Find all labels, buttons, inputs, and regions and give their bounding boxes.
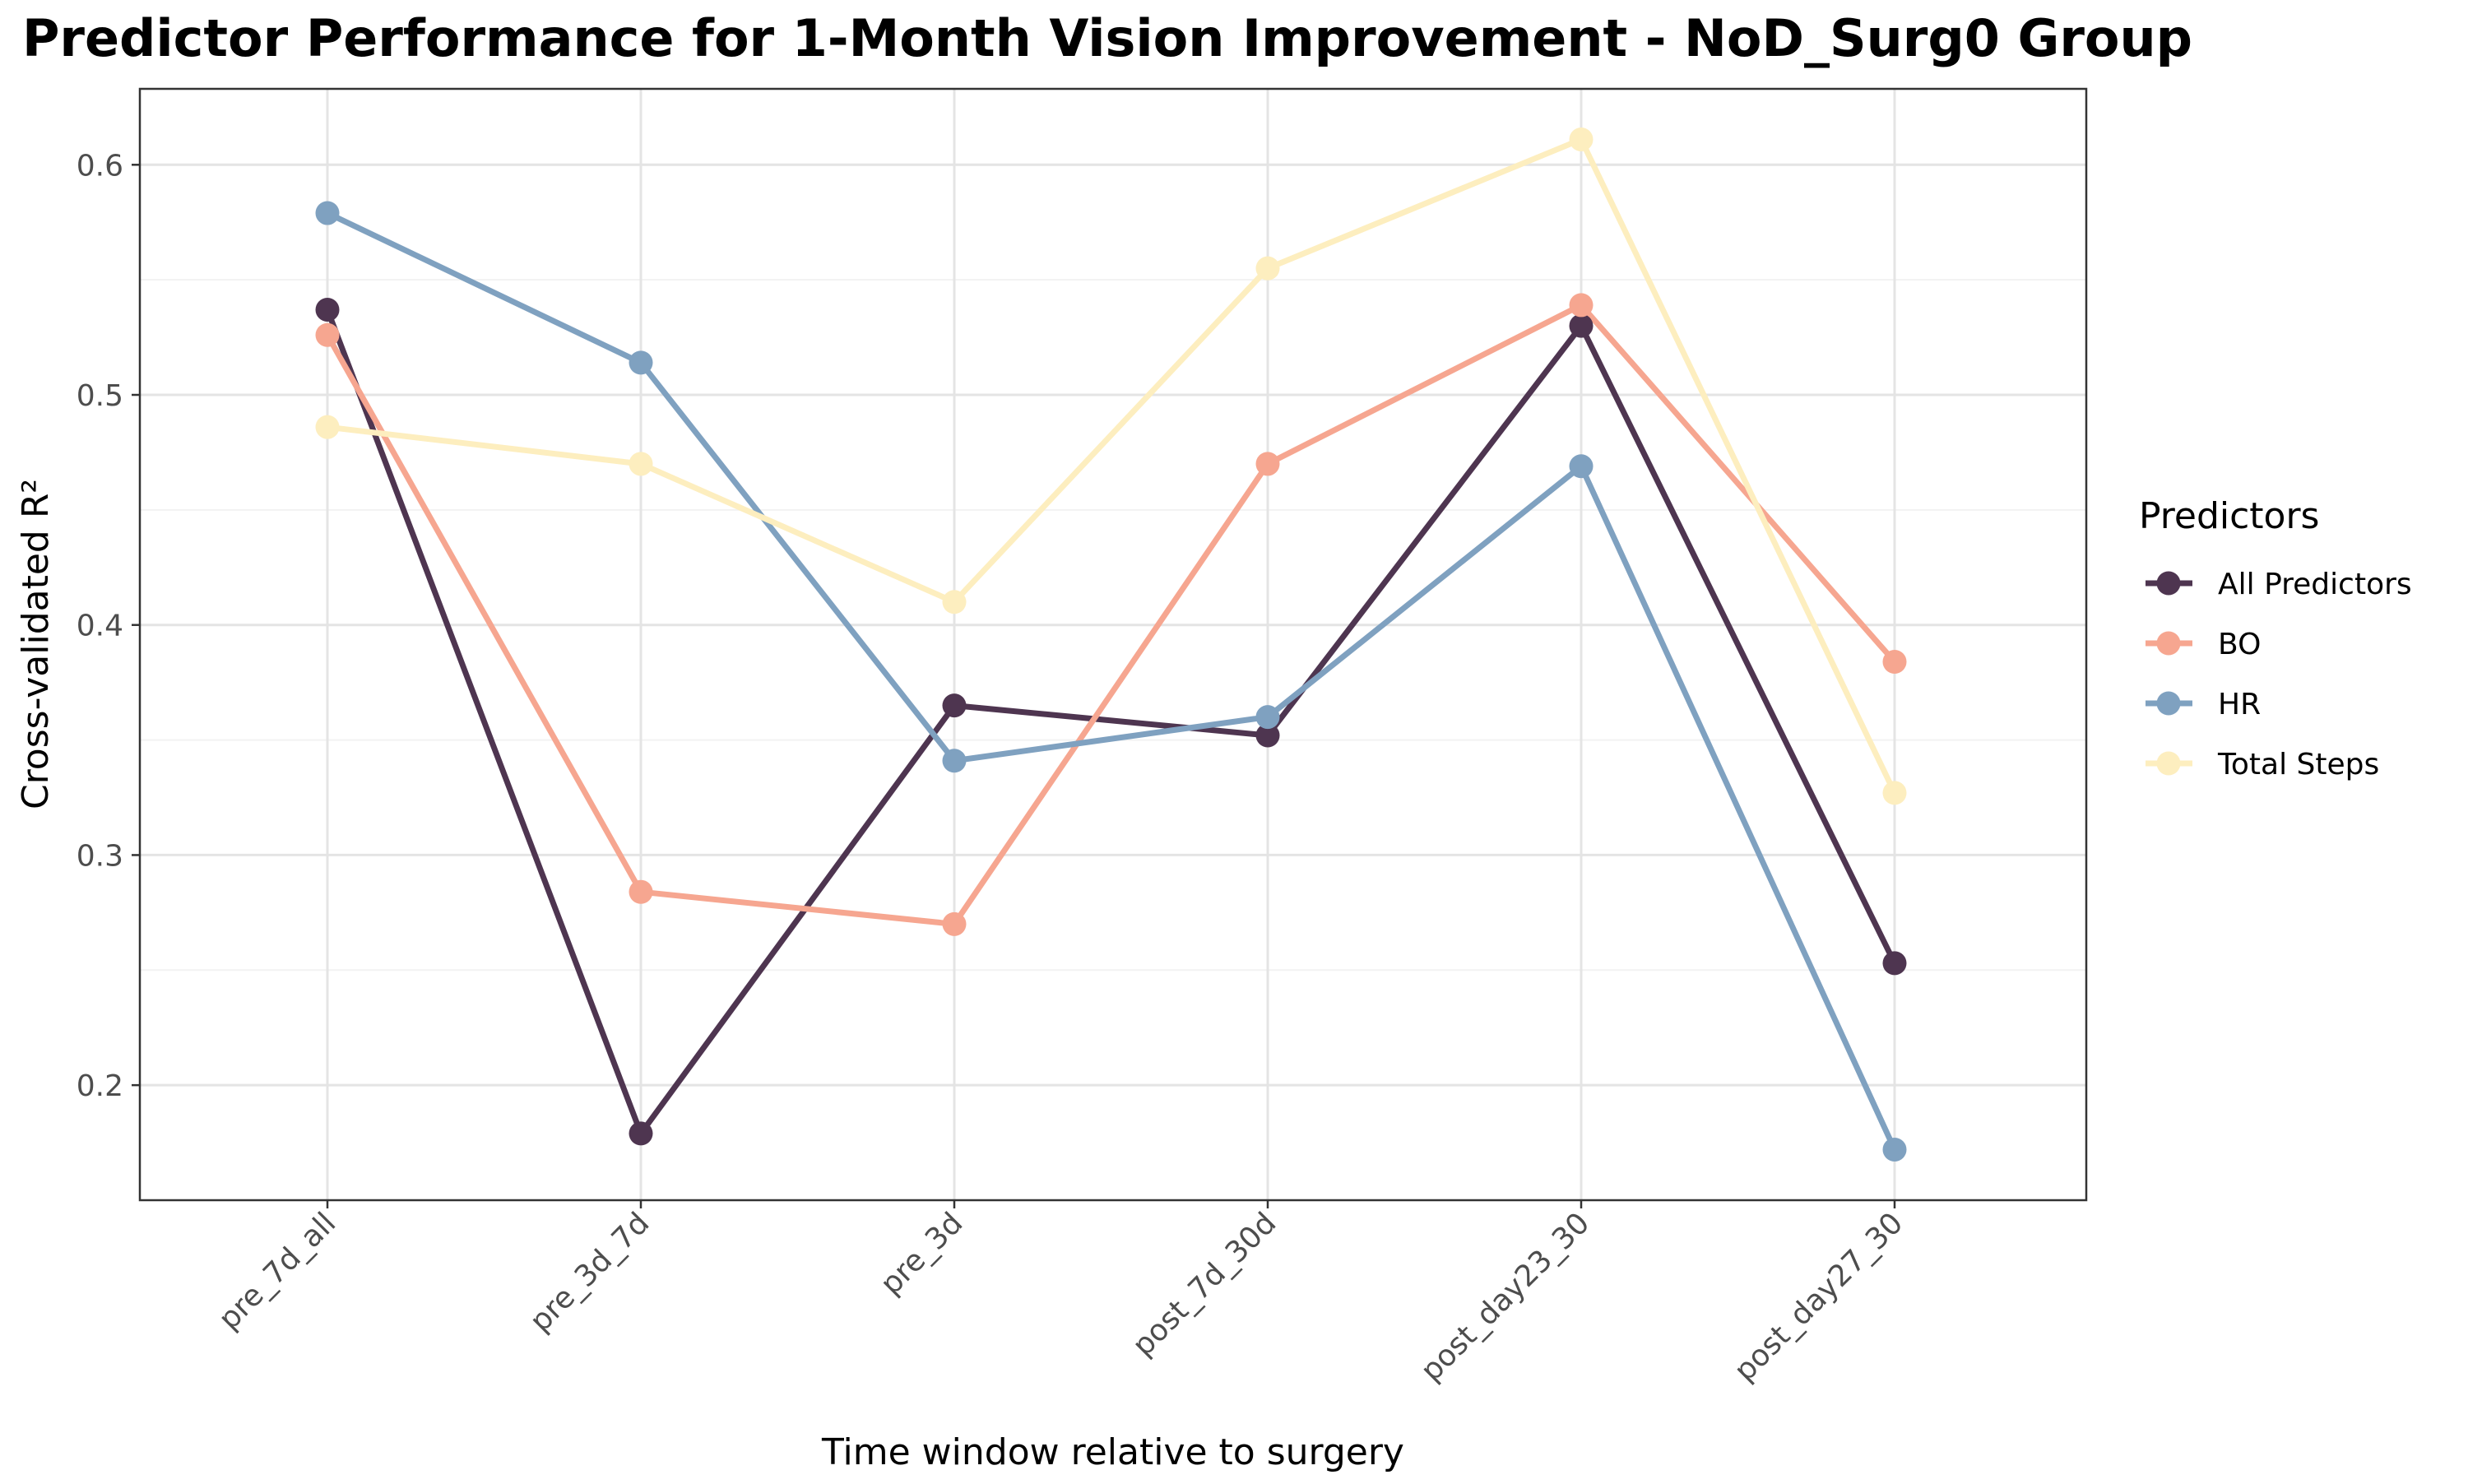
- data-point: [1255, 256, 1280, 281]
- plot-border: [138, 87, 2088, 1202]
- chart-title: Predictor Performance for 1-Month Vision…: [22, 8, 2192, 68]
- plot-background: [140, 89, 2086, 1200]
- series-points: [315, 128, 1907, 1162]
- y-tick-label: 0.4: [77, 610, 123, 643]
- data-point: [942, 749, 967, 773]
- x-tick-label: pre_3d_7d: [523, 1206, 656, 1338]
- legend-label: Total Steps: [2217, 748, 2379, 781]
- legend-key-point: [2156, 571, 2181, 596]
- legend-key-point: [2156, 691, 2181, 716]
- legend-key-point: [2156, 631, 2181, 656]
- x-tick-label: post_7d_30d: [1126, 1206, 1283, 1362]
- data-point: [1569, 293, 1594, 318]
- data-point: [629, 879, 653, 904]
- data-point: [1882, 1137, 1907, 1162]
- x-tick-label: post_day23_30: [1414, 1206, 1596, 1388]
- major-gridlines: [140, 89, 2086, 1200]
- data-point: [1569, 128, 1594, 152]
- data-point: [315, 322, 340, 347]
- series-line: [324, 307, 1898, 1137]
- data-point: [1569, 454, 1594, 479]
- data-point: [942, 693, 967, 718]
- series-line: [324, 302, 1898, 927]
- legend-label: BO: [2218, 628, 2261, 661]
- data-point: [1255, 723, 1280, 748]
- series-line: [324, 210, 1898, 1152]
- data-point: [1569, 313, 1594, 338]
- x-axis: pre_7d_all pre_3d_7d pre_3d post_7d_30d post…: [212, 1200, 1909, 1388]
- data-point: [1882, 781, 1907, 805]
- data-point: [942, 911, 967, 936]
- y-axis-label: Cross-validated R²: [15, 479, 57, 809]
- legend-key-point: [2156, 751, 2181, 776]
- legend: Predictors All Predictors BO HR Total Steps: [2139, 495, 2412, 781]
- series-line: [324, 137, 1898, 796]
- data-point: [1882, 649, 1907, 674]
- x-tick-label: pre_7d_all: [212, 1206, 342, 1336]
- y-tick-label: 0.6: [77, 149, 123, 183]
- data-point: [942, 590, 967, 614]
- series-lines: [324, 137, 1898, 1152]
- data-point: [1255, 705, 1280, 730]
- data-point: [1255, 452, 1280, 476]
- x-tick-label: pre_3d: [874, 1206, 970, 1301]
- legend-label: All Predictors: [2218, 568, 2412, 601]
- legend-title: Predictors: [2139, 495, 2319, 537]
- y-tick-label: 0.3: [77, 839, 123, 873]
- data-point: [315, 201, 340, 225]
- data-point: [629, 350, 653, 375]
- data-point: [629, 1121, 653, 1146]
- legend-label: HR: [2218, 688, 2261, 721]
- y-tick-label: 0.2: [77, 1069, 123, 1103]
- data-point: [1882, 951, 1907, 976]
- y-tick-label: 0.5: [77, 379, 123, 413]
- data-point: [315, 298, 340, 322]
- x-axis-label: Time window relative to surgery: [821, 1431, 1404, 1473]
- data-point: [629, 452, 653, 476]
- y-axis: 0.2 0.3 0.4 0.5 0.6: [77, 149, 140, 1103]
- x-tick-label: post_day27_30: [1728, 1206, 1909, 1388]
- data-point: [315, 415, 340, 439]
